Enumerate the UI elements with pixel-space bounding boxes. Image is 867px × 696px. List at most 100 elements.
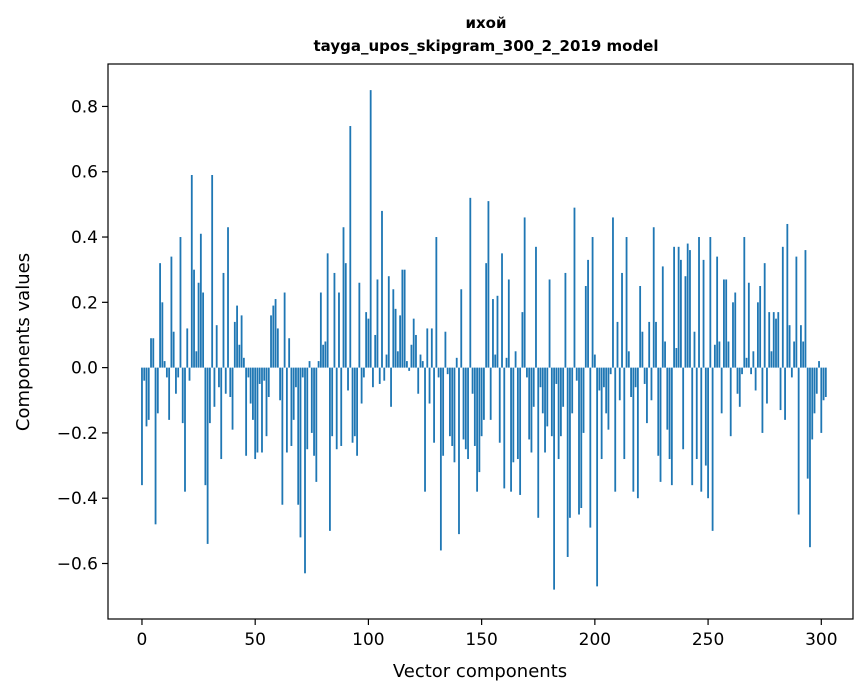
bar-268 bbox=[747, 282, 750, 368]
bar-302 bbox=[824, 367, 827, 397]
bar-39 bbox=[229, 367, 232, 397]
bar-278 bbox=[770, 351, 773, 368]
bar-20 bbox=[186, 328, 189, 368]
bar-234 bbox=[670, 367, 673, 486]
bar-8 bbox=[159, 263, 161, 368]
bar-227 bbox=[655, 321, 657, 368]
bar-192 bbox=[575, 367, 578, 381]
bar-218 bbox=[634, 367, 637, 388]
bar-134 bbox=[444, 331, 447, 368]
bar-129 bbox=[433, 367, 435, 443]
bar-87 bbox=[338, 292, 340, 368]
bar-241 bbox=[686, 243, 689, 368]
bar-277 bbox=[768, 312, 771, 368]
bar-272 bbox=[756, 302, 759, 368]
bar-271 bbox=[754, 367, 757, 391]
bar-74 bbox=[308, 361, 311, 368]
bar-80 bbox=[322, 344, 325, 368]
bar-133 bbox=[442, 367, 445, 456]
bar-62 bbox=[281, 367, 284, 505]
bar-198 bbox=[589, 367, 592, 528]
bar-132 bbox=[439, 367, 442, 551]
bar-35 bbox=[220, 367, 223, 460]
bar-175 bbox=[537, 367, 540, 518]
bar-11 bbox=[165, 367, 168, 378]
bar-187 bbox=[564, 272, 567, 368]
bar-258 bbox=[725, 279, 728, 368]
x-tick-label: 150 bbox=[465, 630, 497, 650]
bar-88 bbox=[340, 367, 343, 446]
bar-107 bbox=[383, 367, 386, 381]
bar-238 bbox=[680, 259, 682, 368]
bar-144 bbox=[467, 367, 469, 460]
bar-5 bbox=[152, 338, 155, 368]
bar-77 bbox=[315, 367, 318, 482]
bar-222 bbox=[643, 367, 646, 384]
bar-32 bbox=[213, 367, 216, 407]
bar-1 bbox=[143, 367, 146, 381]
bar-285 bbox=[786, 223, 789, 368]
bar-252 bbox=[711, 367, 714, 531]
x-axis-ticks: 0 50 100 150 200 250 300 bbox=[137, 619, 838, 650]
bar-104 bbox=[376, 279, 379, 368]
bar-2 bbox=[145, 367, 148, 427]
bar-219 bbox=[636, 367, 639, 499]
bar-183 bbox=[555, 367, 558, 384]
bar-232 bbox=[666, 367, 669, 430]
bar-243 bbox=[691, 367, 694, 486]
y-tick-label: 0.8 bbox=[71, 97, 98, 117]
bar-58 bbox=[272, 305, 275, 368]
bar-148 bbox=[476, 367, 479, 492]
bar-122 bbox=[417, 367, 420, 394]
bar-115 bbox=[401, 269, 404, 368]
bar-159 bbox=[501, 253, 503, 368]
bar-250 bbox=[707, 367, 709, 499]
bar-249 bbox=[704, 367, 707, 466]
bar-279 bbox=[772, 312, 775, 368]
bar-141 bbox=[460, 289, 463, 368]
bar-172 bbox=[530, 367, 533, 453]
bar-161 bbox=[505, 357, 508, 368]
bar-78 bbox=[317, 361, 320, 368]
bar-231 bbox=[664, 341, 666, 368]
bar-213 bbox=[623, 367, 626, 460]
bar-205 bbox=[605, 367, 608, 414]
bar-103 bbox=[374, 334, 377, 368]
bar-177 bbox=[541, 367, 544, 414]
bar-114 bbox=[399, 315, 402, 368]
bar-41 bbox=[233, 321, 236, 368]
x-tick-label: 50 bbox=[244, 630, 266, 650]
bar-247 bbox=[700, 367, 703, 492]
bar-33 bbox=[215, 325, 218, 368]
bar-124 bbox=[421, 361, 424, 368]
y-tick-label: −0.4 bbox=[57, 489, 98, 509]
bar-270 bbox=[752, 351, 755, 368]
bar-31 bbox=[211, 175, 214, 368]
bar-168 bbox=[521, 312, 524, 368]
bar-206 bbox=[607, 367, 610, 430]
bar-125 bbox=[424, 367, 426, 492]
bar-286 bbox=[788, 325, 791, 368]
bar-246 bbox=[698, 237, 700, 368]
bar-189 bbox=[569, 367, 571, 518]
bar-293 bbox=[804, 250, 807, 368]
bar-259 bbox=[727, 341, 730, 368]
bar-288 bbox=[793, 341, 796, 368]
bar-233 bbox=[668, 367, 671, 460]
bar-67 bbox=[292, 367, 295, 420]
bar-140 bbox=[458, 367, 460, 535]
bar-64 bbox=[285, 367, 288, 453]
bar-98 bbox=[362, 367, 365, 378]
bar-84 bbox=[331, 367, 334, 437]
bar-146 bbox=[471, 367, 474, 394]
bar-29 bbox=[206, 367, 209, 544]
y-tick-label: −0.2 bbox=[57, 424, 98, 444]
bar-184 bbox=[557, 367, 560, 460]
bar-135 bbox=[446, 367, 449, 375]
bar-56 bbox=[267, 367, 270, 397]
bar-200 bbox=[593, 354, 596, 368]
bar-188 bbox=[566, 367, 569, 557]
bar-40 bbox=[231, 367, 234, 430]
bar-71 bbox=[301, 367, 304, 378]
bar-210 bbox=[616, 321, 619, 368]
